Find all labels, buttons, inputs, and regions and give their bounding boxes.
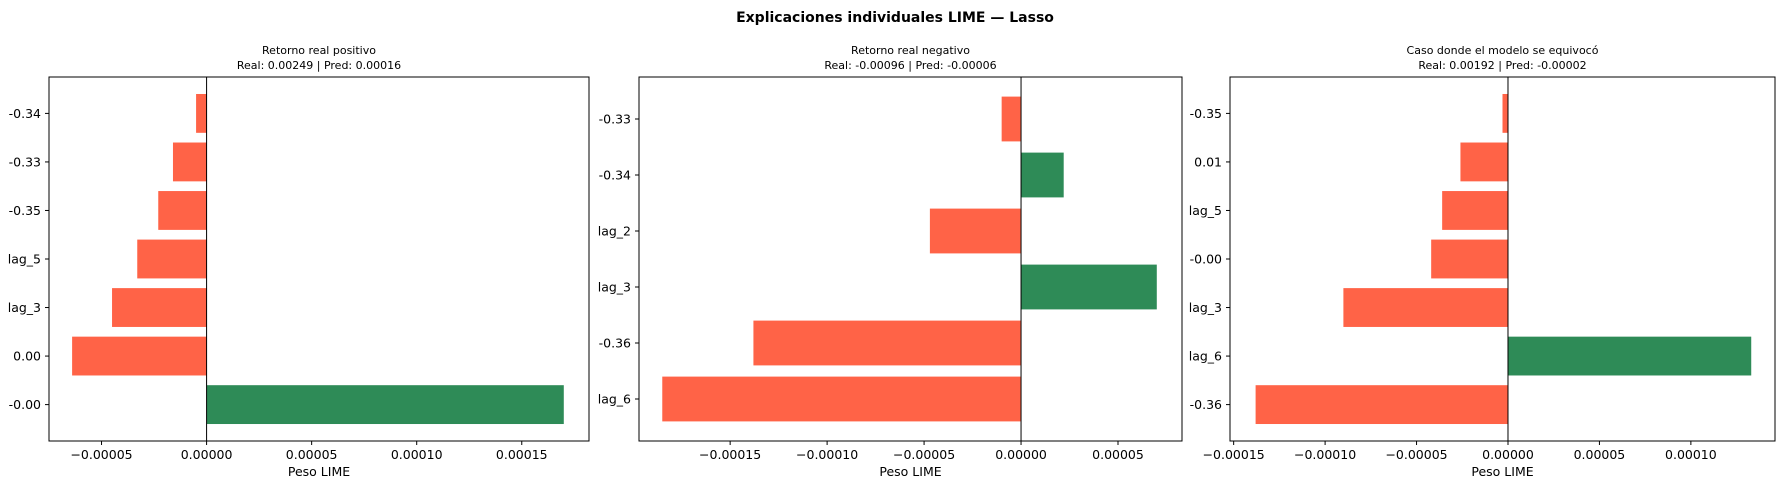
x-tick-label: −0.00005 <box>1385 447 1447 462</box>
y-tick-label: 0.01 <box>1194 154 1222 169</box>
bar--0.34 <box>1021 152 1064 198</box>
y-tick-label: lag_3 <box>598 280 631 295</box>
bar--0.35 <box>1502 93 1508 133</box>
y-tick-label: -0.34 <box>599 168 631 183</box>
x-tick-label: 0.00005 <box>286 447 338 462</box>
bar--0.33 <box>1001 96 1022 142</box>
y-tick-label: -0.36 <box>599 336 631 351</box>
y-tick-label: lag_3 <box>8 300 41 315</box>
x-tick-label: 0.00015 <box>496 447 548 462</box>
lime-panel-2: lag_6 -0.36 lag_3 lag_2 -0.34 -0.33 −0.00015 −0… <box>598 44 1183 479</box>
panel-subtitle: Real: 0.00192 | Pred: -0.00002 <box>1418 59 1586 72</box>
bar--0.00 <box>206 385 564 425</box>
y-tick-label: 0.00 <box>13 349 41 364</box>
panel-title: Caso donde el modelo se equivocó <box>1407 44 1599 57</box>
bar-lag_6 <box>662 376 1022 422</box>
bar-lag_3 <box>1021 264 1157 310</box>
bar--0.36 <box>753 320 1022 366</box>
x-tick-label: 0.00010 <box>391 447 443 462</box>
bar-lag_6 <box>1507 336 1752 376</box>
y-tick-label: -0.33 <box>9 154 41 169</box>
x-axis-label: Peso LIME <box>1471 464 1533 479</box>
x-tick-label: −0.00015 <box>699 447 761 462</box>
y-tick-label: -0.36 <box>1190 397 1222 412</box>
panel-title: Retorno real positivo <box>262 44 376 57</box>
lime-panel-1: -0.00 0.00 lag_3 lag_5 -0.35 -0.33 -0.34 −0.000… <box>8 44 590 479</box>
y-tick-label: -0.34 <box>9 106 41 121</box>
panel-subtitle: Real: -0.00096 | Pred: -0.00006 <box>824 59 996 72</box>
y-tick-label: -0.35 <box>1190 106 1222 121</box>
axes-frame <box>638 76 1183 442</box>
y-tick-label: lag_5 <box>1189 203 1222 218</box>
bar-0.00 <box>72 336 207 376</box>
y-tick-label: -0.33 <box>599 112 631 127</box>
bar--0.33 <box>172 142 207 182</box>
x-tick-label: −0.00010 <box>796 447 858 462</box>
lime-panel-3: -0.36 lag_6 lag_3 -0.00 lag_5 0.01 -0.35 −0.000… <box>1189 44 1776 479</box>
bar--0.00 <box>1431 239 1508 279</box>
y-tick-label: lag_6 <box>1189 349 1222 364</box>
x-tick-label: 0.00000 <box>181 447 233 462</box>
bar--0.36 <box>1255 385 1508 425</box>
bar-lag_3 <box>112 288 207 327</box>
x-axis-label: Peso LIME <box>879 464 941 479</box>
x-tick-label: −0.00015 <box>1203 447 1265 462</box>
y-tick-label: -0.00 <box>9 397 41 412</box>
bar-lag_2 <box>929 208 1022 254</box>
bar-0.01 <box>1460 142 1508 182</box>
x-tick-label: 0.00000 <box>995 447 1047 462</box>
x-tick-label: −0.00005 <box>893 447 955 462</box>
figure-title: Explicaciones individuales LIME — Lasso <box>736 10 1054 26</box>
y-tick-label: lag_3 <box>1189 300 1222 315</box>
x-tick-label: −0.00005 <box>70 447 132 462</box>
x-tick-label: 0.00010 <box>1665 447 1717 462</box>
bar-lag_3 <box>1343 288 1508 327</box>
x-tick-label: −0.00010 <box>1294 447 1356 462</box>
x-tick-label: 0.00005 <box>1574 447 1626 462</box>
y-tick-label: lag_6 <box>598 392 631 407</box>
y-tick-label: -0.00 <box>1190 252 1222 267</box>
panel-title: Retorno real negativo <box>851 44 970 57</box>
bar--0.34 <box>196 93 207 133</box>
bar--0.35 <box>158 191 207 230</box>
x-tick-label: 0.00000 <box>1482 447 1534 462</box>
bar-lag_5 <box>1442 191 1508 230</box>
panel-subtitle: Real: 0.00249 | Pred: 0.00016 <box>237 59 401 72</box>
y-tick-label: -0.35 <box>9 203 41 218</box>
y-tick-label: lag_5 <box>8 252 41 267</box>
x-tick-label: 0.00005 <box>1092 447 1144 462</box>
x-axis-label: Peso LIME <box>288 464 350 479</box>
bar-lag_5 <box>137 239 207 279</box>
y-tick-label: lag_2 <box>598 224 631 239</box>
